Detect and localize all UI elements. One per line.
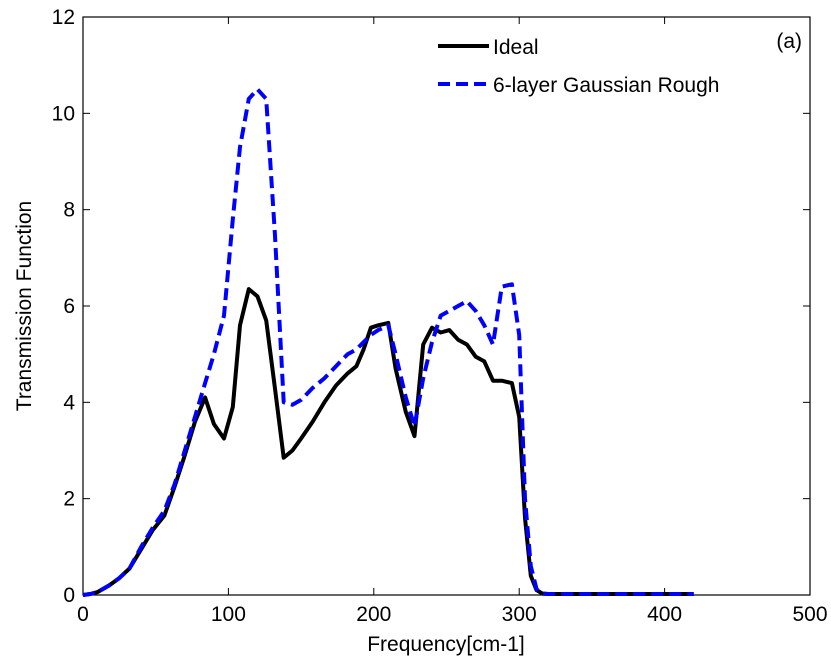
x-tick-label: 400 (647, 603, 682, 626)
x-axis-label: Frequency[cm-1] (367, 633, 525, 656)
series-line-gaussian-rough (82, 87, 694, 597)
x-tick-label: 200 (356, 603, 391, 626)
x-tick-label: 100 (211, 603, 246, 626)
y-axis-label: Transmission Function (13, 201, 36, 411)
plot-frame (82, 16, 811, 596)
x-tick-label: 300 (502, 603, 537, 626)
legend-label-rough: 6-layer Gaussian Rough (493, 74, 719, 97)
y-tick-label: 8 (63, 199, 75, 222)
y-tick-label: 10 (52, 102, 75, 125)
series-lines (82, 87, 694, 597)
panel-annotation: (a) (776, 30, 802, 53)
x-tick-label: 0 (77, 603, 89, 626)
tick-labels: 0 100 200 300 400 500 0 2 4 6 8 10 12 (52, 6, 828, 626)
y-tick-label: 6 (63, 295, 75, 318)
x-tick-label: 500 (792, 603, 827, 626)
y-tick-label: 12 (52, 6, 75, 29)
y-tick-label: 0 (63, 584, 75, 607)
y-tick-label: 2 (63, 488, 75, 511)
legend: Ideal 6-layer Gaussian Rough (438, 36, 719, 97)
legend-label-ideal: Ideal (493, 36, 539, 59)
y-tick-label: 4 (63, 391, 75, 414)
